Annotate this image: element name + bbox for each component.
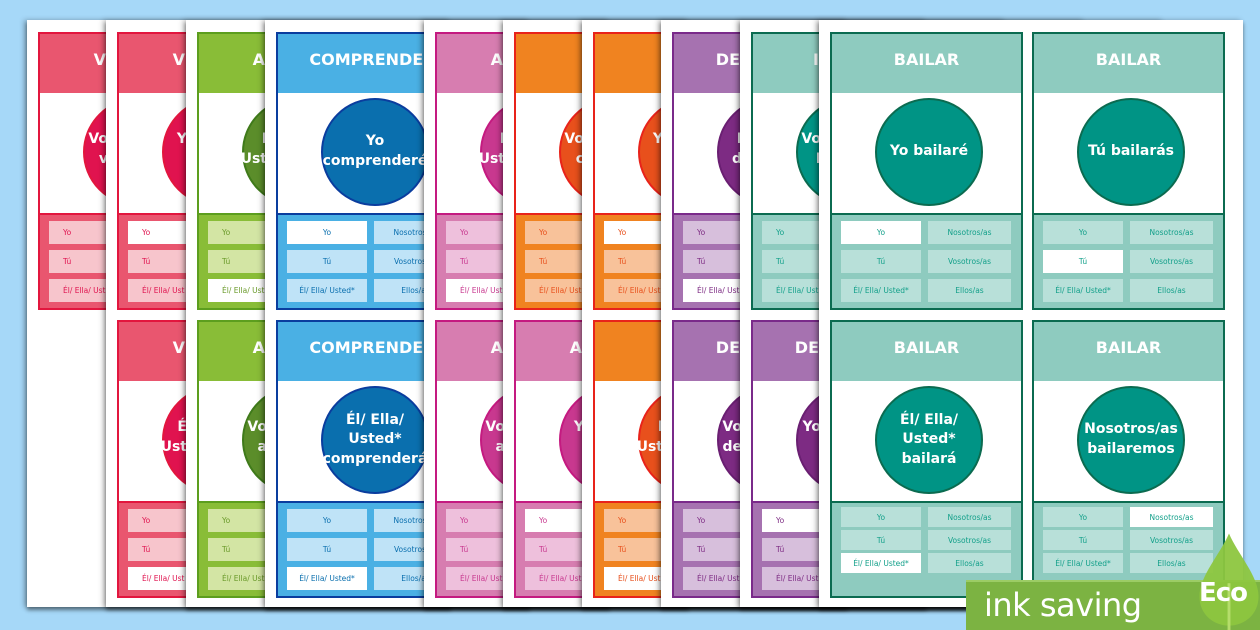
conjugation-text: Y bbox=[176, 131, 187, 147]
card-verb-title: A bbox=[490, 50, 503, 69]
pronoun-panel: Yo Tú Él/ Ella/ Usted* Nosotros/as Vosotros/… bbox=[832, 213, 1021, 308]
card-header: BAILAR bbox=[832, 34, 1021, 93]
pronoun-button[interactable]: Él/ Ella/ Usted* bbox=[841, 279, 921, 302]
pronoun-button[interactable]: Tú bbox=[287, 250, 367, 273]
conjugation-text: Vo de bbox=[722, 419, 742, 455]
pronoun-button[interactable]: Él/ Ella/ Usted* bbox=[287, 279, 367, 302]
pronoun-button[interactable]: Nosotros/as bbox=[1130, 507, 1213, 527]
conjugation-circle: Él/ Ella/ Usted* bailará bbox=[875, 386, 983, 494]
pronoun-button[interactable]: Yo bbox=[287, 509, 367, 532]
conjugation-text: I d bbox=[731, 131, 742, 167]
pronoun-button[interactable]: Él/ Ella/ Usted* bbox=[1043, 553, 1123, 573]
pronoun-button[interactable]: Él/ Ella/ Usted* bbox=[1043, 279, 1123, 302]
conjugation-text: Y bbox=[573, 419, 584, 435]
conjugation-text: I Ust bbox=[240, 131, 267, 167]
pronoun-button[interactable]: Ellos/as bbox=[1130, 279, 1213, 302]
conjugation-circle: Yo comprenderé bbox=[321, 98, 429, 206]
conjugation-text: Y bbox=[652, 131, 663, 147]
ink-saving-label: ink saving bbox=[984, 586, 1142, 624]
eco-drop-shape bbox=[1199, 533, 1259, 630]
card-header: BAILAR bbox=[1034, 34, 1223, 93]
pronoun-button[interactable]: Ellos/as bbox=[928, 279, 1011, 302]
pronoun-button[interactable]: Yo bbox=[1043, 507, 1123, 527]
card-header: BAILAR bbox=[1034, 322, 1223, 381]
card-verb-title: BAILAR bbox=[893, 338, 960, 357]
conjugation-circle: Nosotros/as bailaremos bbox=[1077, 386, 1185, 494]
conjugation-circle: Yo bailaré bbox=[875, 98, 983, 206]
pronoun-button[interactable]: Vosotros/as bbox=[928, 250, 1011, 273]
worksheet-page: BAILAR Yo bailaré Yo Tú Él/ Ella/ Usted* Noso… bbox=[819, 20, 1243, 607]
conjugation-text: I Ust bbox=[636, 419, 663, 455]
card-verb-title: BAILAR bbox=[1095, 338, 1162, 357]
pronoun-button[interactable]: Nosotros/as bbox=[928, 507, 1011, 527]
pronoun-button[interactable]: Yo bbox=[287, 221, 367, 244]
pronoun-button[interactable]: Yo bbox=[841, 507, 921, 527]
card-verb-title: A bbox=[252, 50, 265, 69]
flashcard: BAILAR Nosotros/as bailaremos Yo Tú Él/ Ella… bbox=[1032, 320, 1225, 598]
flashcard: BAILAR Él/ Ella/ Usted* bailará Yo Tú Él/ El… bbox=[830, 320, 1023, 598]
conjugation-circle: Tú bailarás bbox=[1077, 98, 1185, 206]
pronoun-button[interactable]: Vosotros/as bbox=[1130, 250, 1213, 273]
flashcard: BAILAR Tú bailarás Yo Tú Él/ Ella/ Usted* Nos… bbox=[1032, 32, 1225, 310]
conjugation-text: É Ust bbox=[160, 419, 187, 455]
pronoun-button[interactable]: Yo bbox=[841, 221, 921, 244]
card-verb-title: DE bbox=[715, 338, 740, 357]
pronoun-button[interactable]: Tú bbox=[287, 538, 367, 561]
pronoun-button[interactable]: Él/ Ella/ Usted* bbox=[287, 567, 367, 590]
pronoun-button[interactable]: Tú bbox=[841, 530, 921, 550]
card-verb-title: V bbox=[93, 50, 106, 69]
card-verb-title: DE bbox=[715, 50, 740, 69]
pronoun-button[interactable]: Tú bbox=[1043, 250, 1123, 273]
card-verb-title: A bbox=[490, 338, 503, 357]
eco-label: Eco bbox=[1199, 578, 1248, 608]
card-verb-title: COMPRENDER bbox=[309, 50, 436, 69]
card-verb-title: BAILAR bbox=[893, 50, 960, 69]
card-verb-title: V bbox=[172, 338, 185, 357]
conjugation-text: Vo a bbox=[247, 419, 267, 455]
pronoun-button[interactable]: Ellos/as bbox=[1130, 553, 1213, 573]
card-verb-title: A bbox=[569, 338, 582, 357]
eco-leaf-icon: Eco bbox=[1198, 532, 1260, 630]
conjugation-text: Yo bbox=[802, 419, 821, 435]
flashcard: BAILAR Yo bailaré Yo Tú Él/ Ella/ Usted* Noso… bbox=[830, 32, 1023, 310]
conjugation-text: Vo c bbox=[564, 131, 584, 167]
card-verb-title: A bbox=[252, 338, 265, 357]
card-verb-title: DE bbox=[794, 338, 819, 357]
pronoun-button[interactable]: Ellos/as bbox=[928, 553, 1011, 573]
pronoun-button[interactable]: Él/ Ella/ Usted* bbox=[841, 553, 921, 573]
pronoun-button[interactable]: Nosotros/as bbox=[1130, 221, 1213, 244]
card-verb-title: I bbox=[813, 50, 819, 69]
card-header: BAILAR bbox=[832, 322, 1021, 381]
conjugation-text: Vo a bbox=[485, 419, 505, 455]
card-verb-title: COMPRENDER bbox=[309, 338, 436, 357]
pronoun-button[interactable]: Vosotros/as bbox=[928, 530, 1011, 550]
conjugation-text: Vo v bbox=[88, 131, 108, 167]
card-verb-title: BAILAR bbox=[1095, 50, 1162, 69]
pronoun-button[interactable]: Yo bbox=[1043, 221, 1123, 244]
pronoun-button[interactable]: Tú bbox=[1043, 530, 1123, 550]
pronoun-button[interactable]: Tú bbox=[841, 250, 921, 273]
card-verb-title: V bbox=[172, 50, 185, 69]
pronoun-button[interactable]: Vosotros/as bbox=[1130, 530, 1213, 550]
conjugation-text: Vo I bbox=[801, 131, 821, 167]
conjugation-circle: Él/ Ella/ Usted* comprenderá bbox=[321, 386, 429, 494]
pronoun-button[interactable]: Nosotros/as bbox=[928, 221, 1011, 244]
pronoun-panel: Yo Tú Él/ Ella/ Usted* Nosotros/as Vosotros/… bbox=[1034, 213, 1223, 308]
conjugation-text: I Ust bbox=[478, 131, 505, 167]
